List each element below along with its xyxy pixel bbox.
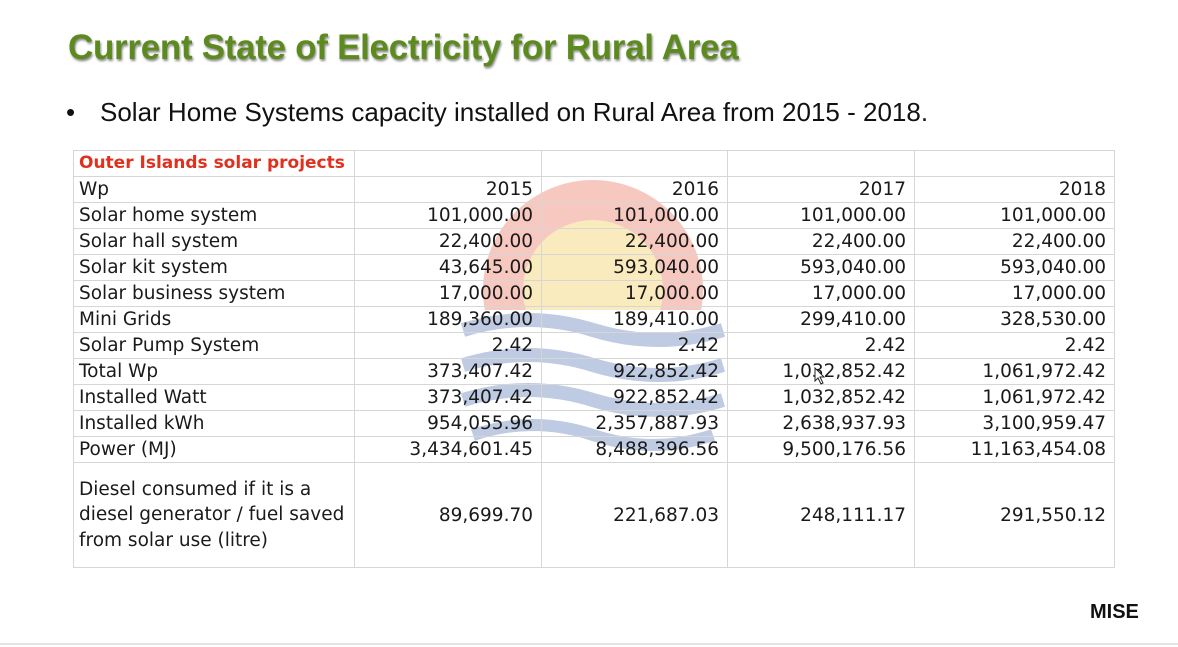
cell-value: 11,163,454.08 [914, 436, 1115, 463]
cell-value: 2,638,937.93 [727, 410, 915, 437]
cell-value: 593,040.00 [541, 254, 728, 281]
row-label: Installed kWh [73, 410, 355, 437]
bullet-point: • Solar Home Systems capacity installed o… [66, 97, 928, 128]
slide-title: Current State of Electricity for Rural A… [68, 28, 739, 67]
cell-value: 8,488,396.56 [541, 436, 728, 463]
cell-value: 3,100,959.47 [914, 410, 1115, 437]
solar-projects-table-container: Outer Islands solar projects Wp 2015 201… [73, 150, 1115, 568]
cell-value: 189,410.00 [541, 306, 728, 333]
cell-value: 2.42 [914, 332, 1115, 359]
cell-value: 89,699.70 [354, 462, 542, 568]
row-label: Solar home system [73, 202, 355, 229]
table-row: Power (MJ) 3,434,601.45 8,488,396.56 9,5… [73, 436, 1115, 463]
bullet-text: Solar Home Systems capacity installed on… [100, 97, 929, 127]
table-header-row: Wp 2015 2016 2017 2018 [73, 176, 1115, 203]
cell-value: 954,055.96 [354, 410, 542, 437]
table-row: Mini Grids 189,360.00 189,410.00 299,410… [73, 306, 1115, 333]
row-label: Installed Watt [73, 384, 355, 411]
year-header: 2015 [354, 176, 542, 203]
cell-value: 922,852.42 [541, 384, 728, 411]
cell-value: 22,400.00 [727, 228, 915, 255]
table-title: Outer Islands solar projects [73, 150, 355, 177]
cell-value: 22,400.00 [354, 228, 542, 255]
table-row: Installed Watt 373,407.42 922,852.42 1,0… [73, 384, 1115, 411]
cell-value: 101,000.00 [541, 202, 728, 229]
solar-projects-table: Outer Islands solar projects Wp 2015 201… [73, 150, 1115, 568]
cell-value: 43,645.00 [354, 254, 542, 281]
row-label: Solar hall system [73, 228, 355, 255]
cell-value: 22,400.00 [541, 228, 728, 255]
table-row: Solar hall system 22,400.00 22,400.00 22… [73, 228, 1115, 255]
year-header: 2016 [541, 176, 728, 203]
unit-header: Wp [73, 176, 355, 203]
cell-value: 2.42 [541, 332, 728, 359]
brand-label: MISE [1090, 601, 1139, 623]
cell-value: 291,550.12 [914, 462, 1115, 568]
cell-value: 9,500,176.56 [727, 436, 915, 463]
cell-value: 101,000.00 [914, 202, 1115, 229]
table-row: Solar home system 101,000.00 101,000.00 … [73, 202, 1115, 229]
table-row: Solar Pump System 2.42 2.42 2.42 2.42 [73, 332, 1115, 359]
cell-value: 17,000.00 [354, 280, 542, 307]
cell-value: 373,407.42 [354, 358, 542, 385]
row-label: Solar Pump System [73, 332, 355, 359]
table-row: Total Wp 373,407.42 922,852.42 1,032,852… [73, 358, 1115, 385]
cell-value: 22,400.00 [914, 228, 1115, 255]
cell-value: 1,061,972.42 [914, 384, 1115, 411]
cell-value: 593,040.00 [914, 254, 1115, 281]
cell-value: 328,530.00 [914, 306, 1115, 333]
table-row: Solar business system 17,000.00 17,000.0… [73, 280, 1115, 307]
row-label: Solar business system [73, 280, 355, 307]
cell-value: 2.42 [727, 332, 915, 359]
row-label: Solar kit system [73, 254, 355, 281]
cell-value: 101,000.00 [727, 202, 915, 229]
cell-value: 3,434,601.45 [354, 436, 542, 463]
cell-value: 2.42 [354, 332, 542, 359]
cell-value: 922,852.42 [541, 358, 728, 385]
mouse-cursor-icon [814, 367, 826, 385]
cell-value: 189,360.00 [354, 306, 542, 333]
cell-value: 17,000.00 [541, 280, 728, 307]
cell-value: 221,687.03 [541, 462, 728, 568]
table-row: Solar kit system 43,645.00 593,040.00 59… [73, 254, 1115, 281]
cell-value: 17,000.00 [727, 280, 915, 307]
cell-value: 1,061,972.42 [914, 358, 1115, 385]
cell-value: 373,407.42 [354, 384, 542, 411]
year-header: 2018 [914, 176, 1115, 203]
slide-bottom-divider [0, 643, 1178, 645]
cell-value: 593,040.00 [727, 254, 915, 281]
table-row: Diesel consumed if it is a diesel genera… [73, 462, 1115, 568]
cell-value: 2,357,887.93 [541, 410, 728, 437]
row-label: Power (MJ) [73, 436, 355, 463]
row-label: Total Wp [73, 358, 355, 385]
cell-value: 299,410.00 [727, 306, 915, 333]
year-header: 2017 [727, 176, 915, 203]
table-row: Installed kWh 954,055.96 2,357,887.93 2,… [73, 410, 1115, 437]
cell-value: 101,000.00 [354, 202, 542, 229]
bullet-marker: • [66, 97, 76, 127]
cell-value: 248,111.17 [727, 462, 915, 568]
cell-value: 17,000.00 [914, 280, 1115, 307]
table-title-row: Outer Islands solar projects [73, 150, 1115, 177]
row-label: Diesel consumed if it is a diesel genera… [73, 462, 355, 568]
cell-value: 1,032,852.42 [727, 384, 915, 411]
row-label: Mini Grids [73, 306, 355, 333]
